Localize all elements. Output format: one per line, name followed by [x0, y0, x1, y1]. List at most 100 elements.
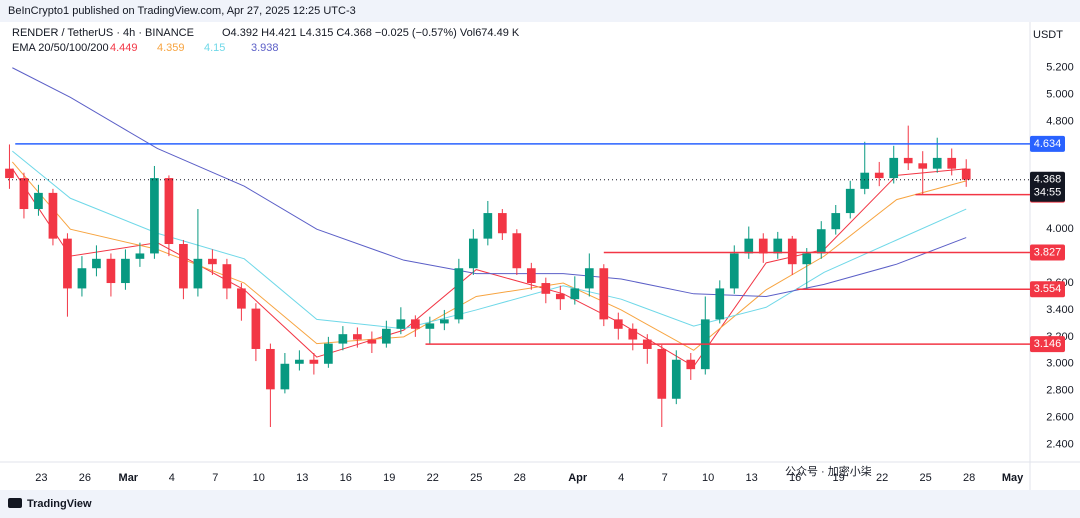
y-tick-label: 3.000: [1046, 358, 1074, 370]
candle-body: [512, 233, 522, 269]
x-tick-label: 25: [470, 472, 482, 484]
candle-body: [483, 213, 493, 239]
candle-body: [903, 157, 913, 164]
candle-body: [425, 323, 435, 329]
candle-body: [164, 178, 174, 245]
candle-body: [729, 253, 739, 289]
x-tick-label: 13: [296, 472, 308, 484]
candle-body: [338, 334, 348, 344]
watermark: 公众号 · 加密小柒: [785, 464, 872, 478]
level-label: 3.554: [1034, 283, 1062, 295]
x-tick-label: 22: [427, 472, 439, 484]
ema-value: 4.449: [110, 42, 138, 54]
candle-body: [584, 268, 594, 289]
candle-body: [918, 163, 928, 169]
candle-body: [106, 258, 116, 284]
x-tick-label: Mar: [119, 472, 139, 484]
level-label: 3.146: [1034, 338, 1062, 350]
x-tick-label: 16: [789, 472, 801, 484]
candle-body: [251, 308, 261, 349]
candle-body: [367, 339, 377, 344]
candle-body: [48, 192, 58, 239]
y-tick-label: 2.600: [1046, 412, 1074, 424]
candle-body: [150, 178, 159, 254]
y-tick-label: 2.400: [1046, 438, 1074, 450]
ohlc: O4.392 H4.421 L4.315 C4.368 −0.025 (−0.5…: [222, 27, 520, 39]
candle-body: [77, 268, 87, 289]
x-tick-label: 7: [212, 472, 218, 484]
x-tick-label: 25: [920, 472, 932, 484]
candle-body: [657, 348, 667, 399]
candle-body: [309, 359, 319, 364]
level-badge: [1030, 244, 1065, 261]
candle-body: [280, 363, 290, 390]
candle-body: [831, 213, 841, 230]
candle-body: [686, 359, 696, 370]
x-tick-label: 7: [662, 472, 668, 484]
candle-body: [439, 319, 449, 324]
candle-body: [179, 244, 188, 289]
candle-body: [570, 288, 580, 300]
candle-body: [324, 343, 333, 364]
candle-body: [874, 172, 884, 179]
candle-body: [208, 258, 217, 265]
candle-body: [193, 258, 203, 289]
x-tick-label: Apr: [568, 472, 588, 484]
candle-body: [555, 293, 565, 300]
x-tick-label: 10: [253, 472, 265, 484]
ema-value: 4.15: [204, 42, 225, 54]
x-tick-label: 4: [618, 472, 624, 484]
candle-body: [802, 253, 812, 265]
x-tick-label: 23: [35, 472, 47, 484]
x-tick-label: 10: [702, 472, 714, 484]
y-tick-label: 2.800: [1046, 385, 1074, 397]
last-price-badge: [1030, 171, 1065, 202]
x-tick-label: 4: [169, 472, 175, 484]
x-tick-label: 19: [383, 472, 395, 484]
candle-body: [135, 253, 145, 259]
candle-body: [961, 168, 971, 180]
candle-body: [613, 319, 623, 329]
ema-value: 4.359: [157, 42, 185, 54]
header-bar: [0, 0, 1080, 22]
ema-line: [12, 67, 967, 297]
candle-body: [758, 238, 768, 254]
candle-body: [744, 238, 754, 254]
x-tick-label: 22: [876, 472, 888, 484]
level-label: 4.634: [1034, 138, 1062, 150]
x-tick-label: 16: [340, 472, 352, 484]
ema-line: [11, 168, 967, 368]
candle-body: [932, 157, 942, 169]
y-tick-label: 5.000: [1046, 89, 1074, 101]
candle-body: [411, 319, 420, 329]
candle-body: [787, 238, 797, 265]
level-badge: [1030, 135, 1065, 152]
candle-body: [5, 168, 14, 179]
candle-body: [396, 319, 406, 329]
ema-label: EMA 20/50/100/200: [12, 42, 109, 54]
candle-body: [92, 258, 101, 269]
candle-body: [222, 264, 232, 289]
x-tick-label: 19: [833, 472, 845, 484]
x-tick-label: 13: [746, 472, 758, 484]
x-tick-label: 26: [79, 472, 91, 484]
candle-body: [526, 268, 536, 284]
level-badge: [1030, 336, 1065, 353]
last-price-label: 4.368: [1034, 174, 1062, 186]
candle-body: [497, 213, 507, 234]
y-tick-label: 3.400: [1046, 304, 1074, 316]
currency: USDT: [1033, 29, 1063, 41]
ema-line: [11, 161, 967, 351]
candle-body: [671, 359, 681, 399]
x-tick-label: 28: [963, 472, 975, 484]
candle-body: [295, 359, 304, 364]
symbol: RENDER / TetherUS · 4h · BINANCE: [12, 27, 194, 39]
candle-body: [19, 178, 29, 210]
candle-body: [715, 288, 725, 320]
y-tick-label: 4.800: [1046, 115, 1074, 127]
candle-body: [34, 192, 43, 210]
candle-body: [845, 188, 855, 214]
candle-body: [63, 238, 72, 289]
